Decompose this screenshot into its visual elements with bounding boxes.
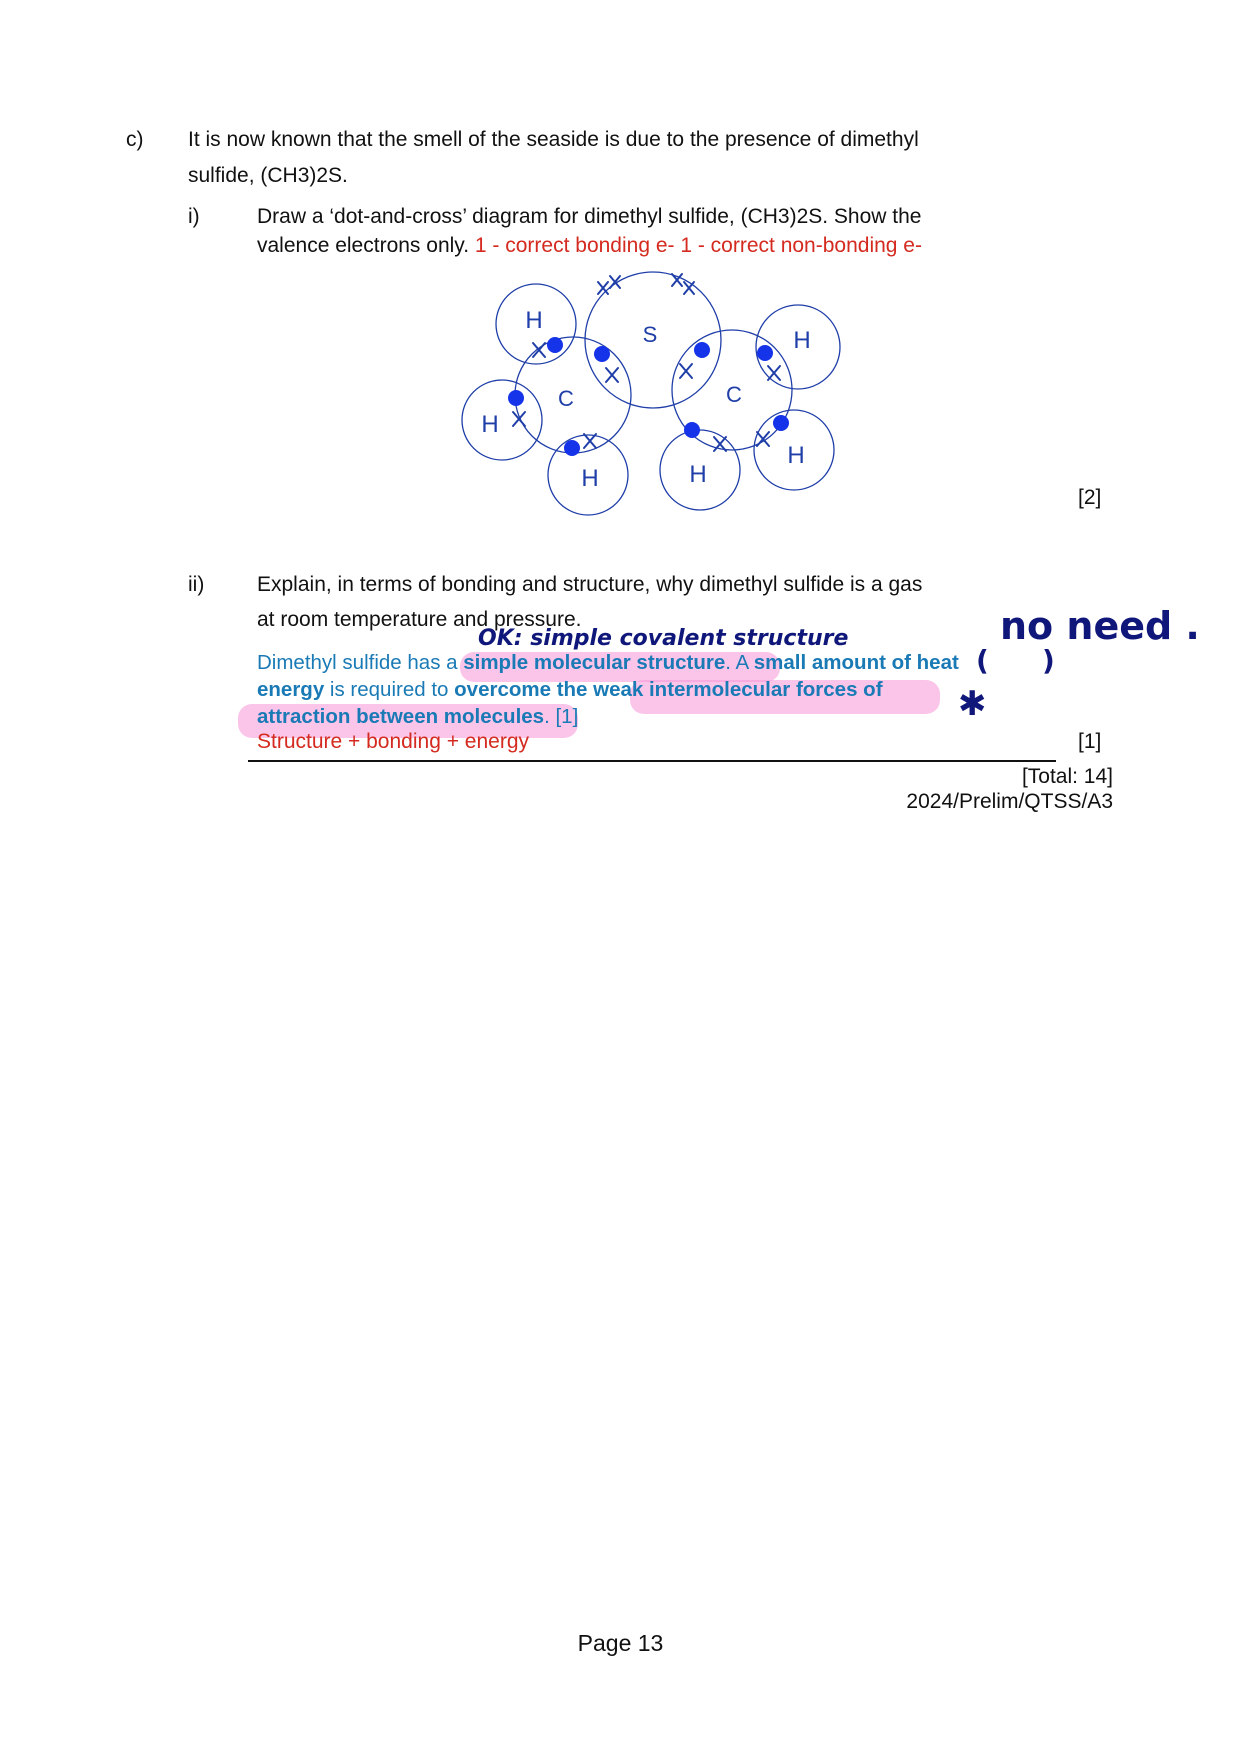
answer-line3: attraction between molecules. [1] [257, 705, 579, 728]
part-i-marks: [2] [1078, 486, 1102, 509]
handwritten-note-no-need: no need . [1000, 604, 1200, 648]
part-ii-label: ii) [188, 573, 205, 596]
shell-c-right [671, 329, 793, 451]
dot-and-cross-diagram: H S H C C H H H H [461, 271, 841, 516]
highlight-mark [238, 704, 578, 738]
part-c-text-line2: sulfide, (CH3)2S. [188, 164, 348, 187]
electron-dot [564, 440, 580, 456]
electron-cross [713, 436, 727, 452]
shell-h-top-left [495, 283, 577, 365]
part-i-marking: 1 - correct bonding e- 1 - correct non-b… [474, 234, 922, 257]
part-c-label: c) [126, 128, 144, 151]
atom-h-top-right: H [793, 327, 810, 354]
electron-cross [671, 273, 683, 287]
part-c-text-line1: It is now known that the smell of the se… [188, 128, 919, 151]
electron-cross [532, 342, 546, 358]
electron-dot [694, 342, 710, 358]
electron-cross [683, 281, 695, 295]
atom-h-left: H [481, 411, 498, 438]
handwritten-paren-open: ( [976, 644, 989, 677]
electron-cross [767, 365, 781, 381]
electron-cross [583, 433, 597, 449]
answer-rule [248, 760, 1056, 762]
part-i-line2-row: valence electrons only. 1 - correct bond… [257, 234, 922, 258]
atom-h-bottom-left: H [581, 465, 598, 492]
shell-h-left [461, 379, 543, 461]
highlight-mark [630, 680, 940, 714]
electron-dot [757, 345, 773, 361]
shell-s [584, 271, 722, 409]
part-ii-marking: Structure + bonding + energy [257, 730, 530, 753]
electron-dot [594, 346, 610, 362]
paper-code: 2024/Prelim/QTSS/A3 [906, 790, 1113, 813]
electron-cross [512, 411, 526, 427]
total-marks: [Total: 14] [1021, 765, 1113, 788]
highlight-mark [460, 652, 780, 682]
handwritten-paren-close: ) [1042, 644, 1055, 677]
shell-h-bottom-left [547, 434, 629, 516]
atom-s: S [643, 322, 658, 347]
part-ii-line1: Explain, in terms of bonding and structu… [257, 573, 923, 596]
electron-cross [609, 275, 621, 289]
electron-cross [605, 367, 619, 383]
part-i-line1: Draw a ‘dot-and-cross’ diagram for dimet… [257, 205, 922, 228]
electron-dot [547, 337, 563, 353]
atom-h-bottom-right: H [787, 442, 804, 469]
part-ii-line2: at room temperature and pressure. [257, 608, 582, 631]
electron-dot [773, 415, 789, 431]
answer-line2: energy is required to overcome the weak … [257, 678, 883, 701]
atom-c-left: C [558, 386, 574, 411]
electron-cross [756, 431, 770, 447]
handwritten-star-icon: ✱ [958, 684, 987, 724]
shell-h-bottom-right [753, 409, 835, 491]
electron-dot [684, 422, 700, 438]
electron-cross [679, 363, 693, 379]
page-number: Page 13 [577, 1630, 664, 1656]
electron-cross [597, 281, 609, 295]
atom-h-top-left: H [525, 307, 542, 334]
handwritten-note-simple-covalent: OK: simple covalent structure [478, 626, 849, 651]
answer-line1: Dimethyl sulfide has a simple molecular … [257, 651, 959, 674]
electron-dot [508, 390, 524, 406]
atom-c-right: C [726, 382, 742, 407]
part-ii-marks: [1] [1078, 730, 1102, 753]
shell-h-top-right [755, 304, 841, 390]
part-i-label: i) [188, 205, 200, 228]
part-i-line2: valence electrons only. [257, 234, 470, 257]
atom-h-bottom-middle: H [689, 461, 706, 488]
